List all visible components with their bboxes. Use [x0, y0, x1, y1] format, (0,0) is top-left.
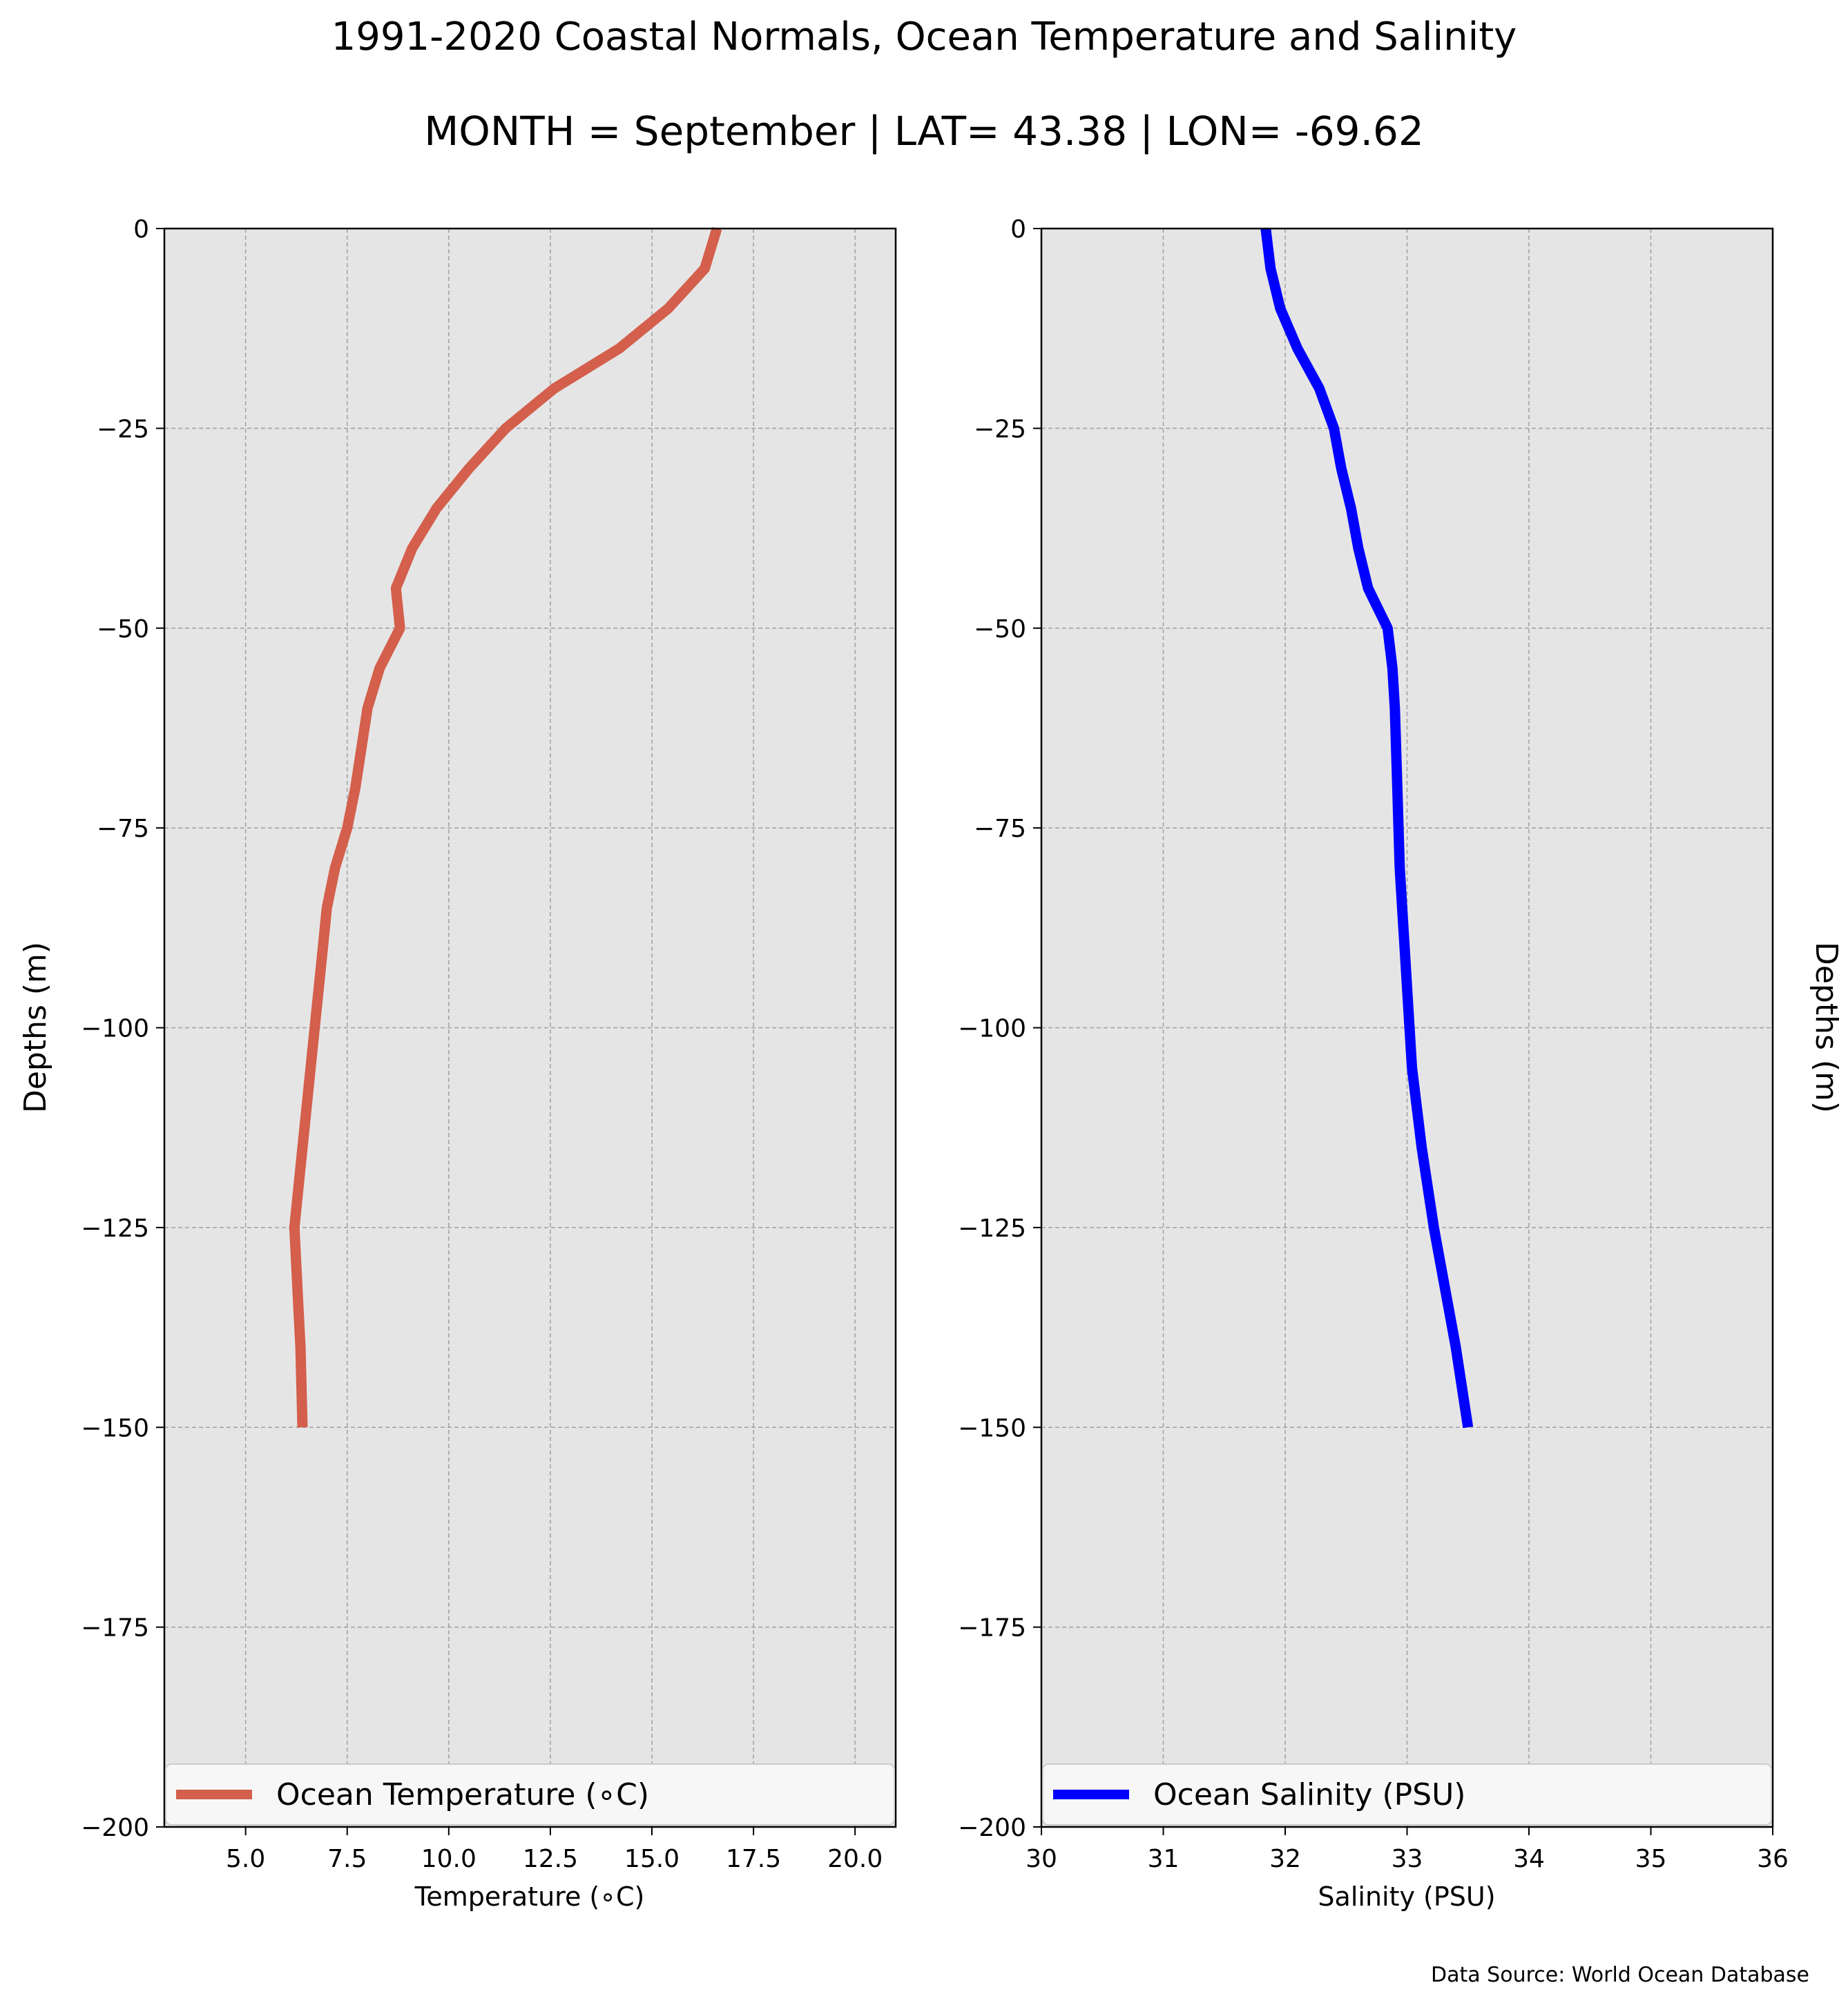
temperature-legend: Ocean Temperature (∘C) [165, 1763, 895, 1826]
x-tick-label: 12.5 [523, 1845, 578, 1873]
legend-box [1042, 1763, 1772, 1826]
x-tick-label: 34 [1513, 1845, 1545, 1873]
y-tick-label: 0 [133, 215, 149, 244]
temperature-series [289, 226, 722, 1428]
y-tick-label: −200 [81, 1814, 149, 1842]
x-tick-label: 20.0 [827, 1845, 883, 1873]
y-tick-label: −75 [974, 815, 1026, 843]
salinity-legend: Ocean Salinity (PSU) [1042, 1763, 1772, 1826]
x-tick-label: 33 [1392, 1845, 1423, 1873]
salinity-y-ticks: 0 −25 −50 −75 −100 −125 −150 −175 −200 [958, 215, 1041, 1842]
x-tick-label: 31 [1148, 1845, 1180, 1873]
data-source-note: Data Source: World Ocean Database [1431, 1963, 1809, 1987]
y-axis-label: Depths (m) [1809, 942, 1844, 1113]
y-tick-label: −50 [97, 615, 149, 644]
x-tick-label: 35 [1635, 1845, 1667, 1873]
y-tick-label: −200 [958, 1814, 1026, 1842]
y-tick-label: −150 [958, 1414, 1026, 1442]
y-tick-label: −100 [958, 1015, 1026, 1043]
y-tick-label: −175 [81, 1614, 149, 1643]
salinity-panel: 0−25−50−75−100−125−150−175−200 30 31 32 33 3… [958, 215, 1844, 1912]
y-tick-label: 0 [1010, 215, 1026, 244]
x-tick-label: 36 [1757, 1845, 1789, 1873]
y-tick-label: −150 [81, 1414, 149, 1442]
chart-title: 1991-2020 Coastal Normals, Ocean Tempera… [331, 14, 1517, 59]
x-tick-label: 5.0 [226, 1845, 265, 1873]
y-tick-label: −125 [81, 1215, 149, 1243]
y-tick-label: −75 [97, 815, 149, 843]
y-tick-label: −125 [958, 1215, 1026, 1243]
series-line [289, 226, 722, 1428]
legend-box [165, 1763, 895, 1826]
y-axis-label: Depths (m) [18, 942, 53, 1113]
y-tick-label: −50 [974, 615, 1026, 644]
x-tick-label: 15.0 [624, 1845, 680, 1873]
legend-label: Ocean Temperature (∘C) [276, 1777, 649, 1812]
x-tick-label: 17.5 [726, 1845, 781, 1873]
x-tick-label: 7.5 [327, 1845, 367, 1873]
y-tick-label: −25 [974, 415, 1026, 443]
x-axis-label: Temperature (∘C) [414, 1881, 645, 1912]
temperature-panel: 0 −25 −50 −75 −100 −125 −150 −175 −200 5.0 7.5 10.… [18, 215, 897, 1912]
chart-subtitle: MONTH = September | LAT= 43.38 | LON= -6… [424, 108, 1424, 155]
y-tick-label: −100 [81, 1015, 149, 1043]
temperature-y-ticks: 0 −25 −50 −75 −100 −125 −150 −175 −200 [81, 215, 164, 1842]
y-tick-label: −25 [97, 415, 149, 443]
legend-label: Ocean Salinity (PSU) [1153, 1777, 1465, 1812]
salinity-series [1260, 228, 1474, 1429]
y-tick-label: −175 [958, 1614, 1026, 1643]
x-tick-label: 30 [1026, 1845, 1057, 1873]
temperature-x-ticks: 5.0 7.5 10.0 12.5 15.0 17.5 20.0 [226, 1827, 883, 1873]
x-tick-label: 32 [1269, 1845, 1301, 1873]
x-tick-label: 10.0 [421, 1845, 477, 1873]
x-axis-label: Salinity (PSU) [1318, 1881, 1495, 1912]
salinity-x-ticks: 30 31 32 33 34 35 36 [1026, 1827, 1789, 1873]
series-line [1260, 228, 1474, 1429]
